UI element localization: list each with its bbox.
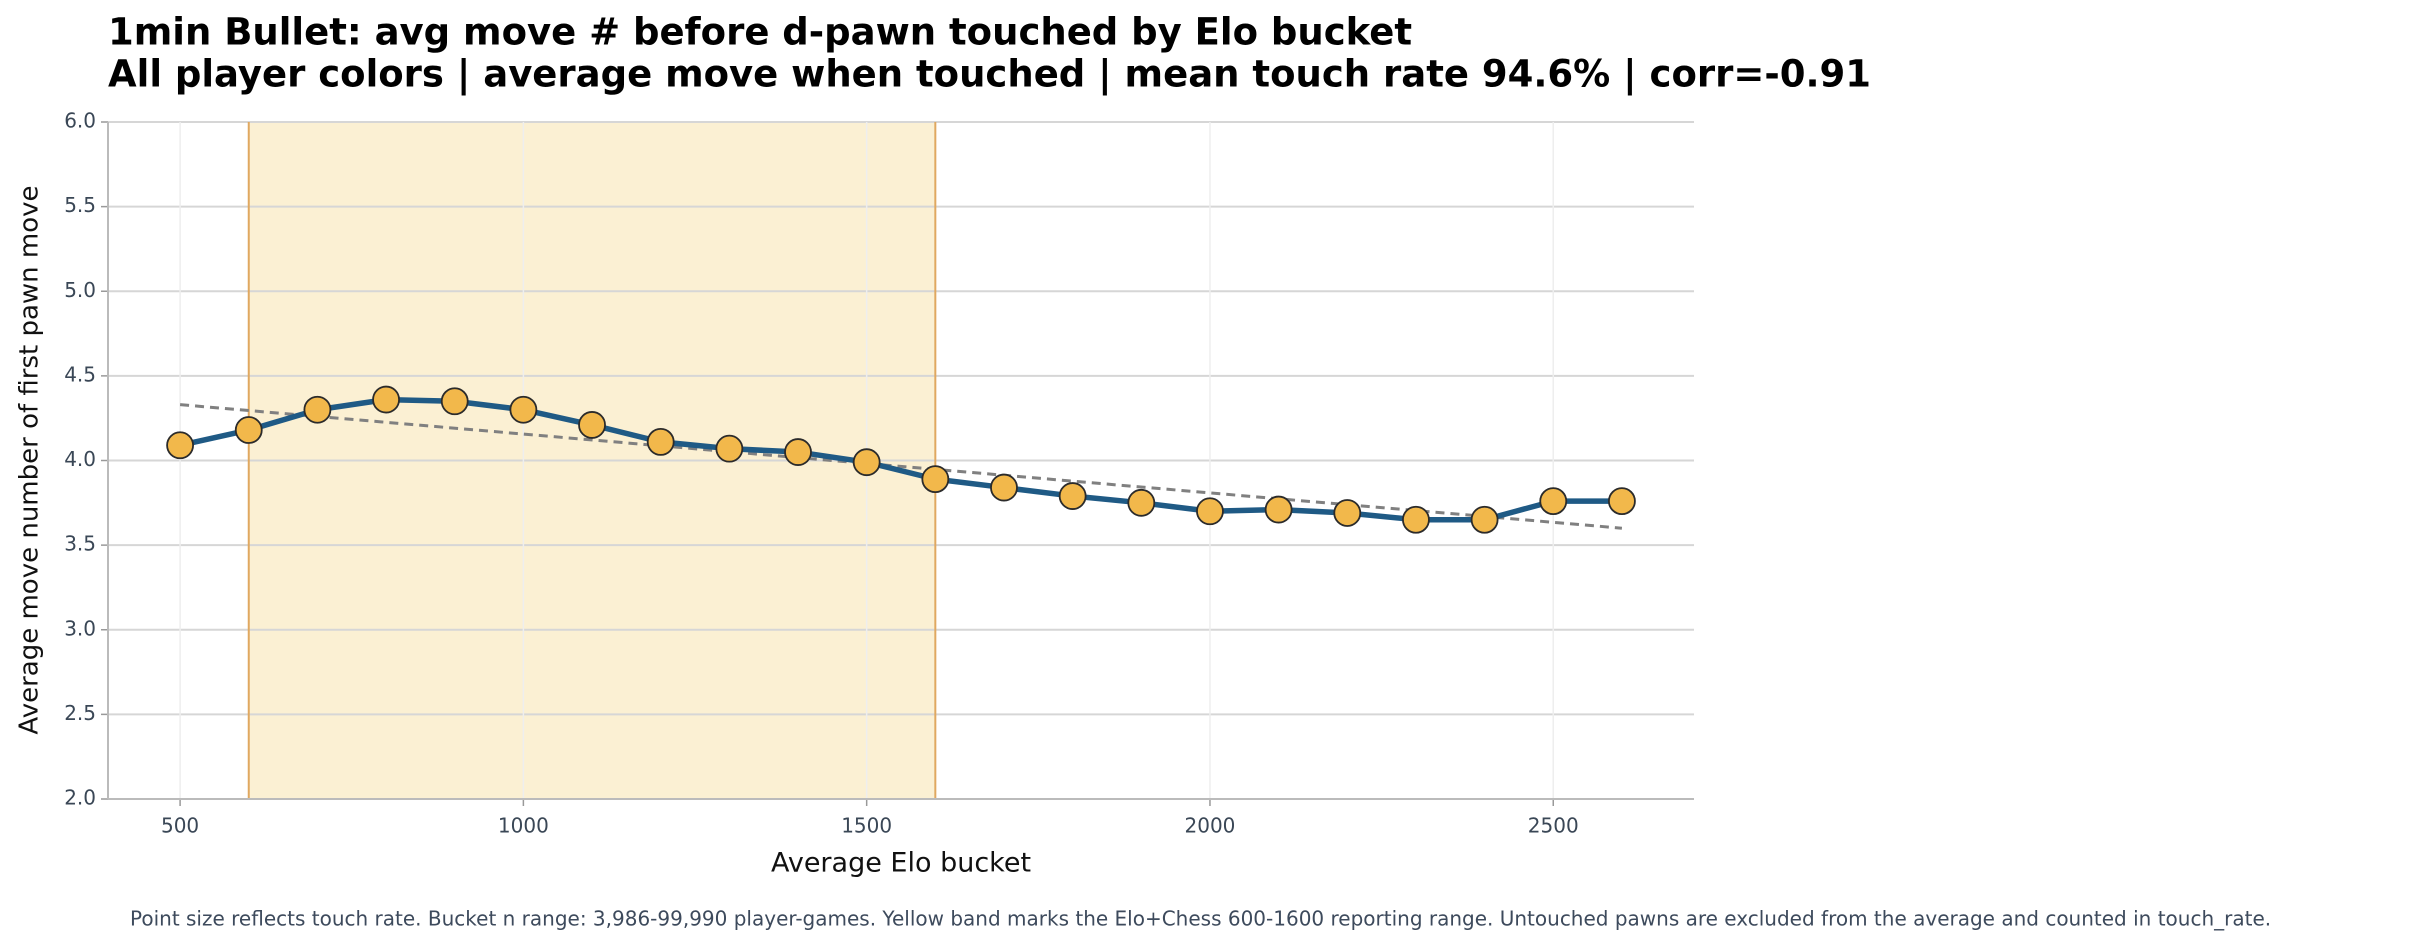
- chart-subtitle: All player colors | average move when to…: [108, 53, 1871, 96]
- data-point: [1608, 487, 1636, 516]
- data-point: [784, 438, 812, 466]
- data-point: [372, 385, 400, 414]
- y-axis-label: Average move number of first pawn move: [15, 185, 45, 734]
- y-tick-label: 6.0: [64, 109, 96, 133]
- data-point: [1127, 488, 1156, 517]
- data-point: [440, 387, 469, 416]
- y-tick-label: 3.0: [64, 616, 96, 640]
- data-point: [1264, 495, 1293, 524]
- data-point: [234, 416, 263, 444]
- x-axis-label: Average Elo bucket: [771, 848, 1031, 879]
- data-point: [578, 411, 606, 439]
- data-point: [1058, 482, 1087, 510]
- x-tick-label: 2000: [1185, 814, 1236, 838]
- data-point: [1539, 487, 1568, 516]
- data-line: [179, 396, 1622, 523]
- y-tick-label: 4.0: [64, 447, 96, 471]
- data-point: [1333, 499, 1362, 527]
- chart-title: 1min Bullet: avg move # before d-pawn to…: [108, 11, 1412, 54]
- data-point: [509, 395, 538, 424]
- y-tick-label: 4.5: [64, 362, 96, 386]
- data-point: [715, 434, 744, 463]
- data-point: [1470, 505, 1499, 534]
- footnote: Point size reflects touch rate. Bucket n…: [130, 907, 2271, 931]
- x-tick-label: 1500: [841, 814, 892, 838]
- data-point: [852, 448, 881, 477]
- data-point: [990, 473, 1018, 502]
- data-point: [1196, 497, 1224, 526]
- data-point: [1402, 505, 1430, 534]
- data-point: [646, 427, 675, 456]
- y-tick-label: 2.0: [64, 786, 96, 810]
- x-tick-label: 1000: [498, 814, 549, 838]
- y-tick-label: 2.5: [64, 701, 96, 725]
- trend-line: [179, 403, 1623, 530]
- data-point: [303, 395, 332, 424]
- y-tick-label: 5.5: [64, 193, 96, 217]
- data-point: [921, 465, 950, 494]
- x-tick-label: 500: [161, 814, 199, 838]
- x-tick-label: 2500: [1528, 814, 1579, 838]
- data-point: [166, 431, 194, 460]
- y-tick-label: 5.0: [64, 278, 96, 302]
- y-tick-label: 3.5: [64, 532, 96, 556]
